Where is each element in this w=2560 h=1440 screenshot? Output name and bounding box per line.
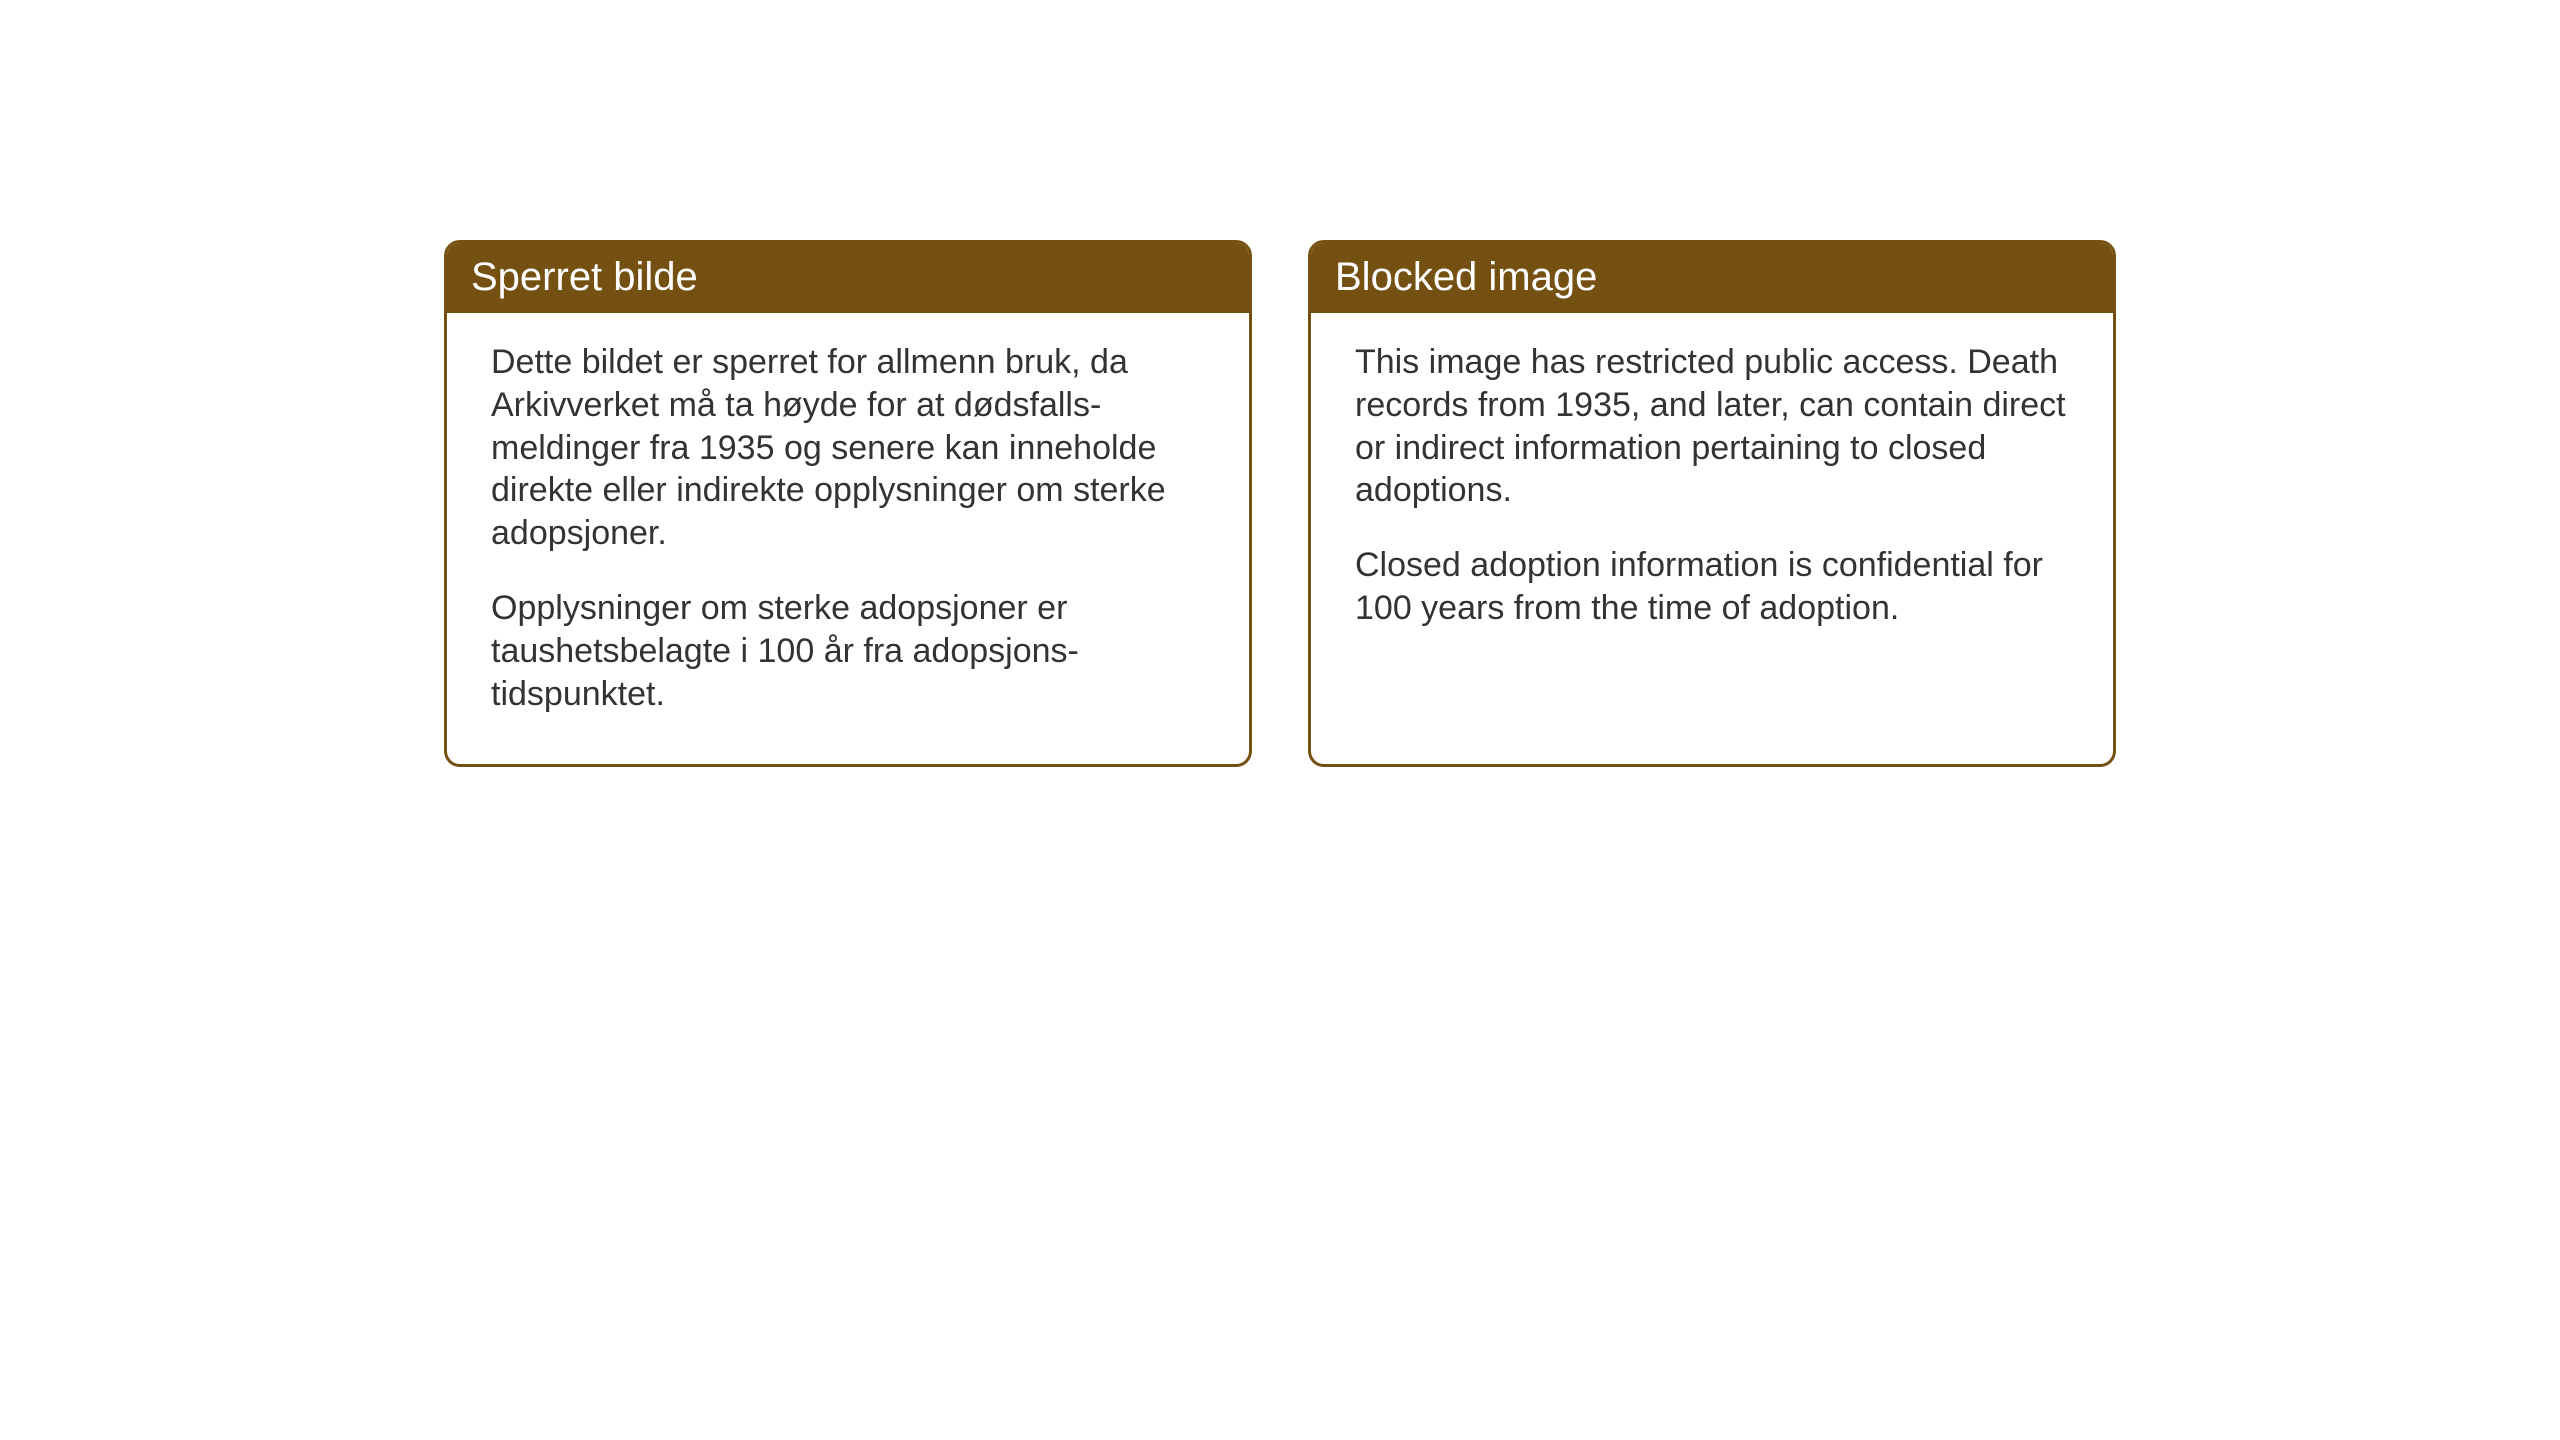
card-paragraph: Opplysninger om sterke adopsjoner er tau… xyxy=(491,587,1205,715)
card-paragraph: This image has restricted public access.… xyxy=(1355,341,2069,512)
card-header: Sperret bilde xyxy=(447,243,1249,313)
notice-card-english: Blocked image This image has restricted … xyxy=(1308,240,2116,767)
card-title: Sperret bilde xyxy=(471,255,698,299)
notice-cards-container: Sperret bilde Dette bildet er sperret fo… xyxy=(444,240,2116,767)
card-paragraph: Closed adoption information is confident… xyxy=(1355,544,2069,630)
card-header: Blocked image xyxy=(1311,243,2113,313)
card-title: Blocked image xyxy=(1335,255,1597,299)
card-body: Dette bildet er sperret for allmenn bruk… xyxy=(447,313,1249,764)
notice-card-norwegian: Sperret bilde Dette bildet er sperret fo… xyxy=(444,240,1252,767)
card-paragraph: Dette bildet er sperret for allmenn bruk… xyxy=(491,341,1205,555)
card-body: This image has restricted public access.… xyxy=(1311,313,2113,678)
